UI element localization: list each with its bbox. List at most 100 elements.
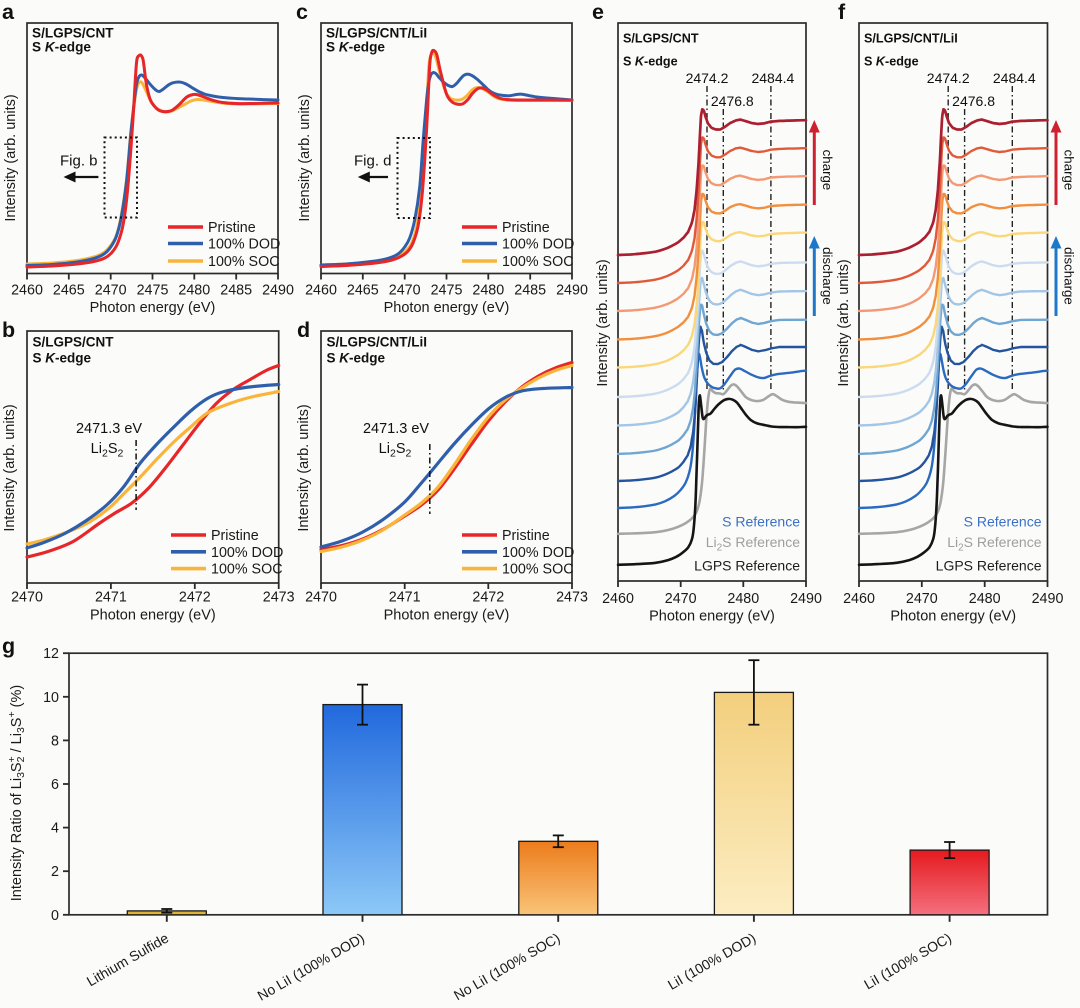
- svg-text:S/LGPS/CNT: S/LGPS/CNT: [32, 26, 114, 41]
- svg-text:S/LGPS/CNT: S/LGPS/CNT: [33, 335, 115, 350]
- svg-text:12: 12: [43, 646, 59, 662]
- svg-text:2460: 2460: [11, 283, 43, 299]
- svg-text:Intensity (arb. units): Intensity (arb. units): [836, 259, 852, 386]
- svg-text:2471: 2471: [389, 590, 421, 606]
- svg-text:2470: 2470: [305, 590, 337, 606]
- svg-text:e: e: [592, 0, 604, 24]
- svg-text:Fig. b: Fig. b: [60, 153, 98, 170]
- svg-text:2490: 2490: [790, 591, 822, 607]
- svg-text:2: 2: [51, 864, 59, 880]
- svg-text:2490: 2490: [262, 283, 294, 299]
- svg-text:100% DOD: 100% DOD: [502, 237, 574, 253]
- svg-text:2484.4: 2484.4: [993, 70, 1036, 86]
- svg-text:2475: 2475: [431, 283, 463, 299]
- svg-text:100% SOC: 100% SOC: [208, 254, 280, 270]
- svg-text:2490: 2490: [1032, 591, 1064, 607]
- svg-text:Pristine: Pristine: [502, 220, 550, 236]
- svg-text:S K-edge: S K-edge: [623, 55, 678, 69]
- svg-text:Fig. d: Fig. d: [354, 153, 392, 170]
- svg-text:100% SOC: 100% SOC: [211, 562, 283, 578]
- svg-text:2484.4: 2484.4: [751, 70, 794, 86]
- svg-text:S Reference: S Reference: [722, 513, 800, 529]
- svg-text:discharge: discharge: [820, 247, 835, 305]
- svg-text:2471.3 eV: 2471.3 eV: [76, 421, 142, 437]
- svg-text:2460: 2460: [602, 591, 634, 607]
- svg-text:S K-edge: S K-edge: [326, 40, 385, 55]
- svg-text:Photon energy (eV): Photon energy (eV): [90, 300, 216, 316]
- svg-text:2480: 2480: [969, 591, 1001, 607]
- svg-text:discharge: discharge: [1062, 247, 1077, 305]
- svg-text:2465: 2465: [53, 283, 85, 299]
- svg-text:2473: 2473: [556, 590, 588, 606]
- svg-text:LGPS Reference: LGPS Reference: [694, 558, 800, 574]
- svg-text:0: 0: [51, 908, 59, 924]
- svg-text:Intensity Ratio of Li3S2+ / Li: Intensity Ratio of Li3S2+ / Li3S+ (%): [6, 685, 27, 901]
- svg-text:2475: 2475: [137, 283, 169, 299]
- svg-text:charge: charge: [1062, 150, 1077, 191]
- svg-text:2480: 2480: [472, 283, 504, 299]
- svg-text:a: a: [2, 0, 15, 24]
- svg-text:2472: 2472: [472, 590, 504, 606]
- svg-text:2485: 2485: [220, 283, 252, 299]
- svg-text:Intensity (arb. units): Intensity (arb. units): [595, 259, 611, 386]
- svg-text:c: c: [296, 0, 308, 24]
- svg-text:2474.2: 2474.2: [927, 70, 970, 86]
- svg-text:2490: 2490: [556, 283, 588, 299]
- svg-text:2471: 2471: [95, 590, 127, 606]
- svg-text:100% DOD: 100% DOD: [208, 237, 280, 253]
- svg-text:2480: 2480: [178, 283, 210, 299]
- svg-text:S K-edge: S K-edge: [33, 351, 92, 366]
- svg-text:6: 6: [51, 777, 59, 793]
- svg-text:Intensity (arb. units): Intensity (arb. units): [3, 94, 19, 221]
- svg-text:2465: 2465: [347, 283, 379, 299]
- svg-text:Photon energy (eV): Photon energy (eV): [890, 609, 1016, 625]
- svg-text:2470: 2470: [665, 591, 697, 607]
- svg-text:2471.3 eV: 2471.3 eV: [363, 421, 429, 437]
- svg-text:Photon energy (eV): Photon energy (eV): [384, 300, 510, 316]
- svg-text:Pristine: Pristine: [208, 220, 256, 236]
- svg-text:S K-edge: S K-edge: [864, 55, 919, 69]
- svg-text:S Reference: S Reference: [964, 513, 1042, 529]
- svg-text:8: 8: [51, 733, 59, 749]
- svg-text:Li2S2: Li2S2: [379, 441, 412, 460]
- svg-text:Pristine: Pristine: [502, 528, 550, 544]
- svg-text:4: 4: [51, 821, 59, 837]
- svg-text:2476.8: 2476.8: [952, 93, 995, 109]
- svg-text:S/LGPS/CNT/LiI: S/LGPS/CNT/LiI: [327, 335, 428, 350]
- svg-text:S K-edge: S K-edge: [327, 351, 386, 366]
- svg-text:b: b: [2, 318, 15, 342]
- svg-text:Intensity (arb. units): Intensity (arb. units): [2, 404, 18, 531]
- svg-text:10: 10: [43, 690, 59, 706]
- svg-text:2476.8: 2476.8: [711, 93, 754, 109]
- svg-text:Li2S2: Li2S2: [91, 441, 124, 460]
- svg-text:2460: 2460: [305, 283, 337, 299]
- svg-text:100% DOD: 100% DOD: [502, 545, 574, 561]
- svg-text:100% SOC: 100% SOC: [502, 254, 574, 270]
- svg-text:2470: 2470: [11, 590, 43, 606]
- svg-text:2473: 2473: [263, 590, 295, 606]
- svg-text:S/LGPS/CNT: S/LGPS/CNT: [623, 32, 699, 46]
- svg-text:d: d: [297, 318, 310, 342]
- svg-text:S/LGPS/CNT/LiI: S/LGPS/CNT/LiI: [326, 26, 427, 41]
- svg-text:2474.2: 2474.2: [686, 70, 729, 86]
- svg-text:2470: 2470: [95, 283, 127, 299]
- svg-text:2470: 2470: [389, 283, 421, 299]
- svg-text:f: f: [838, 0, 846, 24]
- svg-text:LGPS Reference: LGPS Reference: [936, 558, 1042, 574]
- svg-text:Pristine: Pristine: [211, 528, 259, 544]
- svg-text:Photon energy (eV): Photon energy (eV): [90, 608, 216, 624]
- svg-text:100% SOC: 100% SOC: [502, 562, 574, 578]
- svg-text:g: g: [2, 634, 15, 658]
- svg-text:2480: 2480: [727, 591, 759, 607]
- svg-text:2470: 2470: [906, 591, 938, 607]
- svg-text:Li2S Reference: Li2S Reference: [947, 534, 1042, 554]
- svg-text:Li2S Reference: Li2S Reference: [706, 534, 801, 554]
- svg-text:2485: 2485: [514, 283, 546, 299]
- svg-text:Photon energy (eV): Photon energy (eV): [384, 608, 510, 624]
- svg-text:Intensity (arb. units): Intensity (arb. units): [297, 94, 313, 221]
- svg-text:charge: charge: [820, 150, 835, 191]
- svg-text:100% DOD: 100% DOD: [211, 545, 283, 561]
- svg-text:S/LGPS/CNT/LiI: S/LGPS/CNT/LiI: [864, 32, 958, 46]
- svg-text:S K-edge: S K-edge: [32, 40, 91, 55]
- svg-text:2472: 2472: [179, 590, 211, 606]
